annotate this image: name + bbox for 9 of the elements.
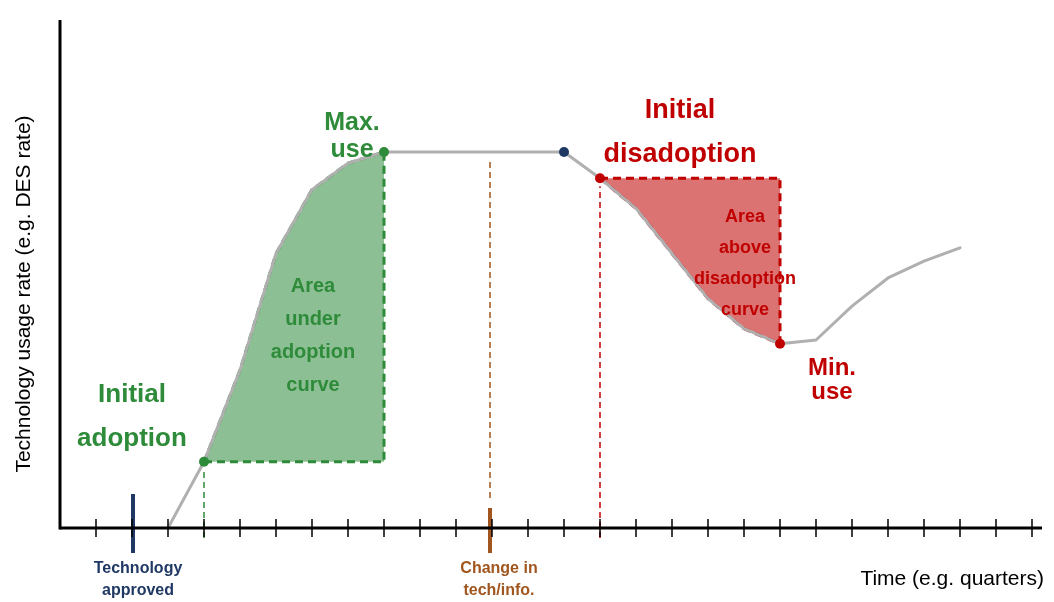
x-axis-title: Time (e.g. quarters) [860, 566, 1044, 589]
annotation: Max. use [324, 107, 380, 162]
text: Technology approved [93, 559, 183, 598]
annotation: Initial adoption [77, 378, 187, 452]
text: Change in tech/info. [460, 559, 538, 598]
annotation: Area under adoption curve [270, 274, 356, 395]
annotation: Initial disadoption [603, 94, 757, 168]
annotation: Min. use [808, 353, 856, 404]
y-axis-title: Technology usage rate (e.g. DES rate) [11, 115, 34, 473]
